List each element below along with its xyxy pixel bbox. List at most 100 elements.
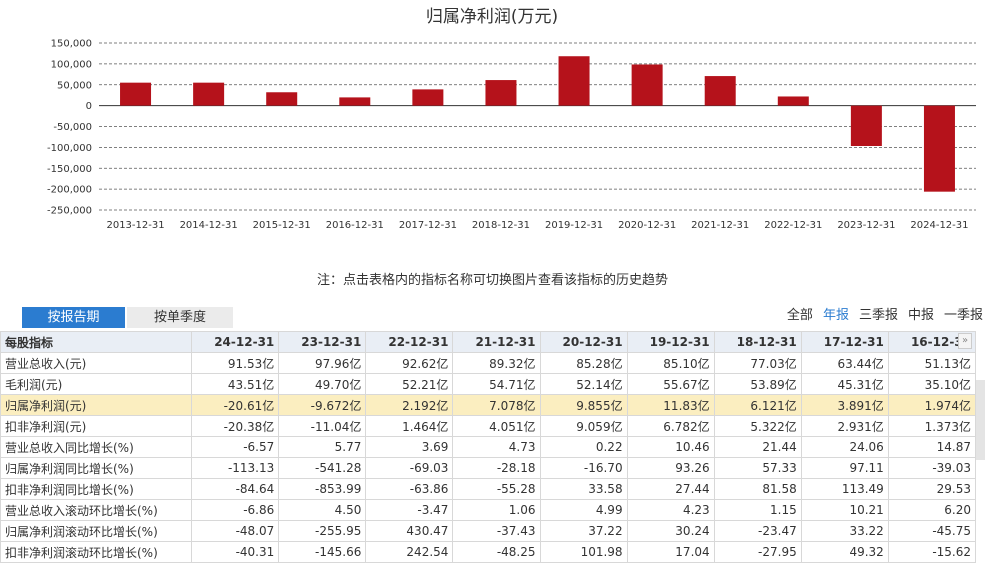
value-cell: -84.64 (191, 478, 280, 500)
value-cell: -9.672亿 (278, 394, 367, 416)
header-cell-date: 24-12-31 (191, 331, 280, 353)
value-cell: 89.32亿 (452, 352, 541, 374)
value-cell: 242.54 (365, 541, 454, 563)
value-cell: 3.891亿 (800, 394, 889, 416)
value-cell: -113.13 (191, 457, 280, 479)
value-cell: 113.49 (800, 478, 889, 500)
value-cell: 10.21 (800, 499, 889, 521)
bar-2019-12-31[interactable] (558, 56, 590, 106)
value-cell: 27.44 (626, 478, 715, 500)
value-cell: 2.931亿 (800, 415, 889, 437)
header-cell-date: 19-12-31 (626, 331, 715, 353)
value-cell: -27.95 (713, 541, 802, 563)
value-cell: -15.62 (887, 541, 977, 563)
value-cell: 77.03亿 (713, 352, 802, 374)
value-cell: -48.07 (191, 520, 280, 542)
report-type-tabs: 按报告期 按单季度 (22, 307, 233, 328)
value-cell: 55.67亿 (626, 373, 715, 395)
bar-2021-12-31[interactable] (704, 76, 736, 106)
period-option-4[interactable]: 一季报 (943, 308, 983, 323)
value-cell: 1.06 (452, 499, 541, 521)
value-cell: 52.21亿 (365, 373, 454, 395)
bar-2018-12-31[interactable] (485, 80, 517, 106)
value-cell: 1.974亿 (887, 394, 977, 416)
value-cell: -48.25 (452, 541, 541, 563)
indicator-name-cell[interactable]: 扣非净利润滚动环比增长(%) (0, 541, 193, 563)
bar-2016-12-31[interactable] (339, 97, 371, 106)
value-cell: -6.57 (191, 436, 280, 458)
tab-by-quarter[interactable]: 按单季度 (127, 307, 233, 328)
period-option-2[interactable]: 三季报 (858, 308, 898, 323)
y-tick-label: 0 (86, 101, 92, 112)
header-cell-date: 17-12-31 (800, 331, 889, 353)
indicator-name-cell[interactable]: 归属净利润同比增长(%) (0, 457, 193, 479)
indicator-name-cell[interactable]: 营业总收入滚动环比增长(%) (0, 499, 193, 521)
value-cell: 30.24 (626, 520, 715, 542)
value-cell: 4.23 (626, 499, 715, 521)
value-cell: 21.44 (713, 436, 802, 458)
bar-2017-12-31[interactable] (412, 89, 444, 106)
indicator-name-cell[interactable]: 营业总收入(元) (0, 352, 193, 374)
period-option-0[interactable]: 全部 (786, 308, 813, 323)
x-tick-label: 2014-12-31 (180, 220, 238, 231)
header-cell-date: 20-12-31 (539, 331, 628, 353)
period-option-1[interactable]: 年报 (822, 308, 849, 323)
value-cell: 1.15 (713, 499, 802, 521)
header-cell-date: 23-12-31 (278, 331, 367, 353)
bar-2013-12-31[interactable] (120, 82, 152, 106)
y-tick-label: -150,000 (47, 164, 92, 175)
value-cell: -37.43 (452, 520, 541, 542)
period-option-3[interactable]: 中报 (907, 308, 934, 323)
value-cell: -541.28 (278, 457, 367, 479)
indicator-name-cell[interactable]: 扣非净利润(元) (0, 415, 193, 437)
y-tick-label: -250,000 (47, 206, 92, 217)
value-cell: 10.46 (626, 436, 715, 458)
value-cell: 4.051亿 (452, 415, 541, 437)
value-cell: 63.44亿 (800, 352, 889, 374)
y-tick-label: 150,000 (51, 39, 92, 50)
value-cell: 430.47 (365, 520, 454, 542)
bar-2022-12-31[interactable] (777, 96, 809, 106)
value-cell: 4.99 (539, 499, 628, 521)
tab-by-report-period[interactable]: 按报告期 (22, 307, 125, 328)
value-cell: -20.61亿 (191, 394, 280, 416)
table-row: 扣非净利润(元) -20.38亿 -11.04亿 1.464亿 4.051亿 9.059亿… (0, 415, 977, 437)
value-cell: -3.47 (365, 499, 454, 521)
value-cell: 29.53 (887, 478, 977, 500)
value-cell: 1.464亿 (365, 415, 454, 437)
chart-note: 注：点击表格内的指标名称可切换图片查看该指标的历史趋势 (316, 273, 668, 288)
header-cell-date: 18-12-31 (713, 331, 802, 353)
value-cell: -39.03 (887, 457, 977, 479)
value-cell: 101.98 (539, 541, 628, 563)
value-cell: 93.26 (626, 457, 715, 479)
header-cell-date: 22-12-31 (365, 331, 454, 353)
value-cell: 3.69 (365, 436, 454, 458)
header-cell-date: 21-12-31 (452, 331, 541, 353)
value-cell: 1.373亿 (887, 415, 977, 437)
value-cell: 54.71亿 (452, 373, 541, 395)
bar-2014-12-31[interactable] (193, 82, 225, 106)
value-cell: 33.58 (539, 478, 628, 500)
bar-2020-12-31[interactable] (631, 64, 663, 106)
bar-2015-12-31[interactable] (266, 92, 298, 106)
bar-2023-12-31[interactable] (850, 105, 882, 147)
indicator-name-cell[interactable]: 归属净利润滚动环比增长(%) (0, 520, 193, 542)
indicator-name-cell[interactable]: 扣非净利润同比增长(%) (0, 478, 193, 500)
vertical-scrollbar[interactable] (976, 380, 985, 460)
indicator-name-cell[interactable]: 毛利润(元) (0, 373, 193, 395)
value-cell: 6.20 (887, 499, 977, 521)
y-tick-label: 50,000 (57, 80, 92, 91)
value-cell: -20.38亿 (191, 415, 280, 437)
header-cell-date: 16-12-31 (887, 331, 977, 353)
value-cell: 17.04 (626, 541, 715, 563)
table-header-row: 每股指标 24-12-31 23-12-31 22-12-31 21-12-31 20-1… (0, 331, 977, 353)
value-cell: 85.10亿 (626, 352, 715, 374)
indicator-name-cell[interactable]: 归属净利润(元) (0, 394, 193, 416)
table-row: 扣非净利润滚动环比增长(%) -40.31 -145.66 242.54 -48.25 1… (0, 541, 977, 563)
bar-2024-12-31[interactable] (923, 105, 955, 192)
indicator-name-cell[interactable]: 营业总收入同比增长(%) (0, 436, 193, 458)
header-cell-indicator: 每股指标 (0, 331, 193, 353)
scroll-right-icon[interactable]: » (958, 333, 972, 349)
period-filter: 全部 年报 三季报 中报 一季报 (787, 304, 983, 323)
value-cell: 81.58 (713, 478, 802, 500)
